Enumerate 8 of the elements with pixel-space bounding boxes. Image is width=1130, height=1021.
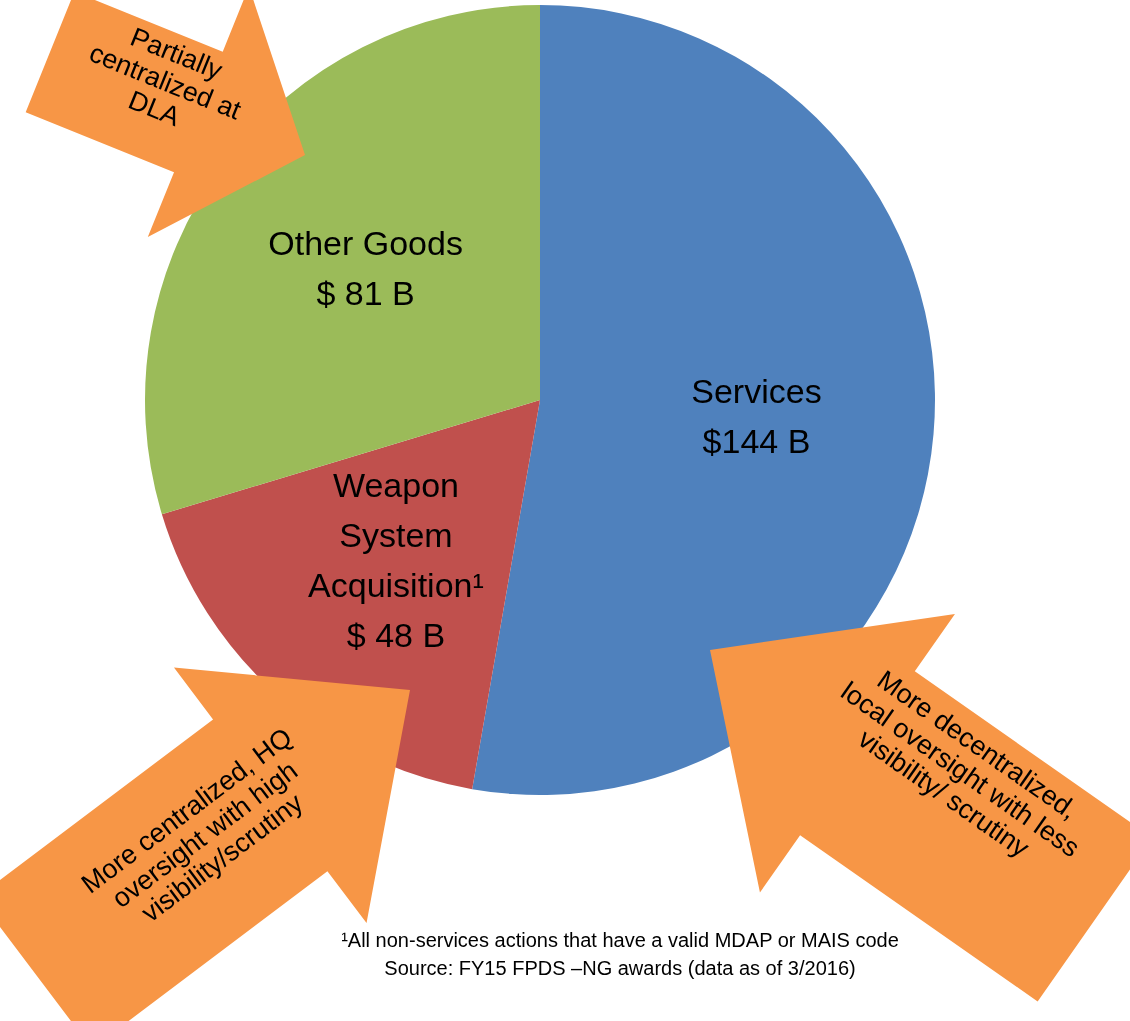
source-note: Source: FY15 FPDS –NG awards (data as of 3/2016) xyxy=(383,957,857,979)
slice-label: Services xyxy=(691,372,822,411)
text: ¹All non-services actions that have a valid MDAP or MAIS code xyxy=(340,929,900,951)
data-label: $ 48 B xyxy=(346,615,446,654)
slice-label: Other Goods xyxy=(268,223,463,262)
slice-label: Weapon System Acquisition¹ xyxy=(308,465,484,604)
data-label: $144 B xyxy=(702,422,811,461)
data-label: $ 81 B xyxy=(316,273,415,312)
